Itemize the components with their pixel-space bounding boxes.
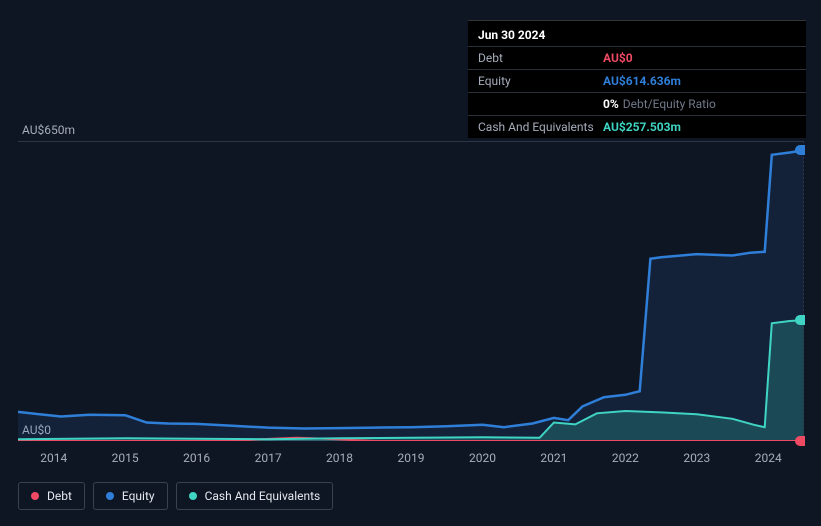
chart-area[interactable]: AU$650m AU$0 201420152016201720182019202… (18, 125, 804, 485)
tooltip-row-equity: Equity AU$614.636m (468, 70, 806, 93)
circle-icon (31, 492, 39, 500)
y-axis-max-label: AU$650m (22, 123, 75, 137)
tooltip-value-debt: AU$0 (603, 51, 796, 65)
legend-item-debt[interactable]: Debt (18, 482, 85, 510)
tooltip-value-equity: AU$614.636m (603, 74, 796, 88)
chart-legend: Debt Equity Cash And Equivalents (18, 482, 333, 510)
legend-label: Equity (122, 489, 155, 503)
tooltip-date: Jun 30 2024 (468, 21, 806, 47)
x-tick: 2018 (326, 451, 353, 465)
circle-icon (106, 492, 114, 500)
x-tick: 2023 (683, 451, 710, 465)
x-tick: 2024 (755, 451, 782, 465)
legend-item-equity[interactable]: Equity (93, 482, 168, 510)
chart-svg (18, 141, 804, 441)
legend-label: Cash And Equivalents (205, 489, 321, 503)
tooltip-row-ratio: 0%Debt/Equity Ratio (468, 93, 806, 116)
tooltip-row-debt: Debt AU$0 (468, 47, 806, 70)
x-tick: 2022 (612, 451, 639, 465)
legend-label: Debt (47, 489, 72, 503)
x-tick: 2015 (112, 451, 139, 465)
end-marker-equity (795, 145, 805, 155)
chart-tooltip: Jun 30 2024 Debt AU$0 Equity AU$614.636m… (468, 20, 806, 138)
x-tick: 2017 (255, 451, 282, 465)
circle-icon (189, 492, 197, 500)
tooltip-label (478, 97, 603, 111)
x-tick: 2014 (40, 451, 67, 465)
tooltip-label: Debt (478, 51, 603, 65)
x-axis: 2014 2015 2016 2017 2018 2019 2020 2021 2022 2023… (18, 445, 804, 465)
tooltip-label: Equity (478, 74, 603, 88)
x-tick: 2020 (469, 451, 496, 465)
legend-item-cash[interactable]: Cash And Equivalents (176, 482, 334, 510)
x-tick: 2016 (183, 451, 210, 465)
tooltip-value-ratio: 0%Debt/Equity Ratio (603, 97, 796, 111)
x-tick: 2019 (398, 451, 425, 465)
end-marker-cash (795, 315, 805, 325)
x-tick: 2021 (540, 451, 567, 465)
